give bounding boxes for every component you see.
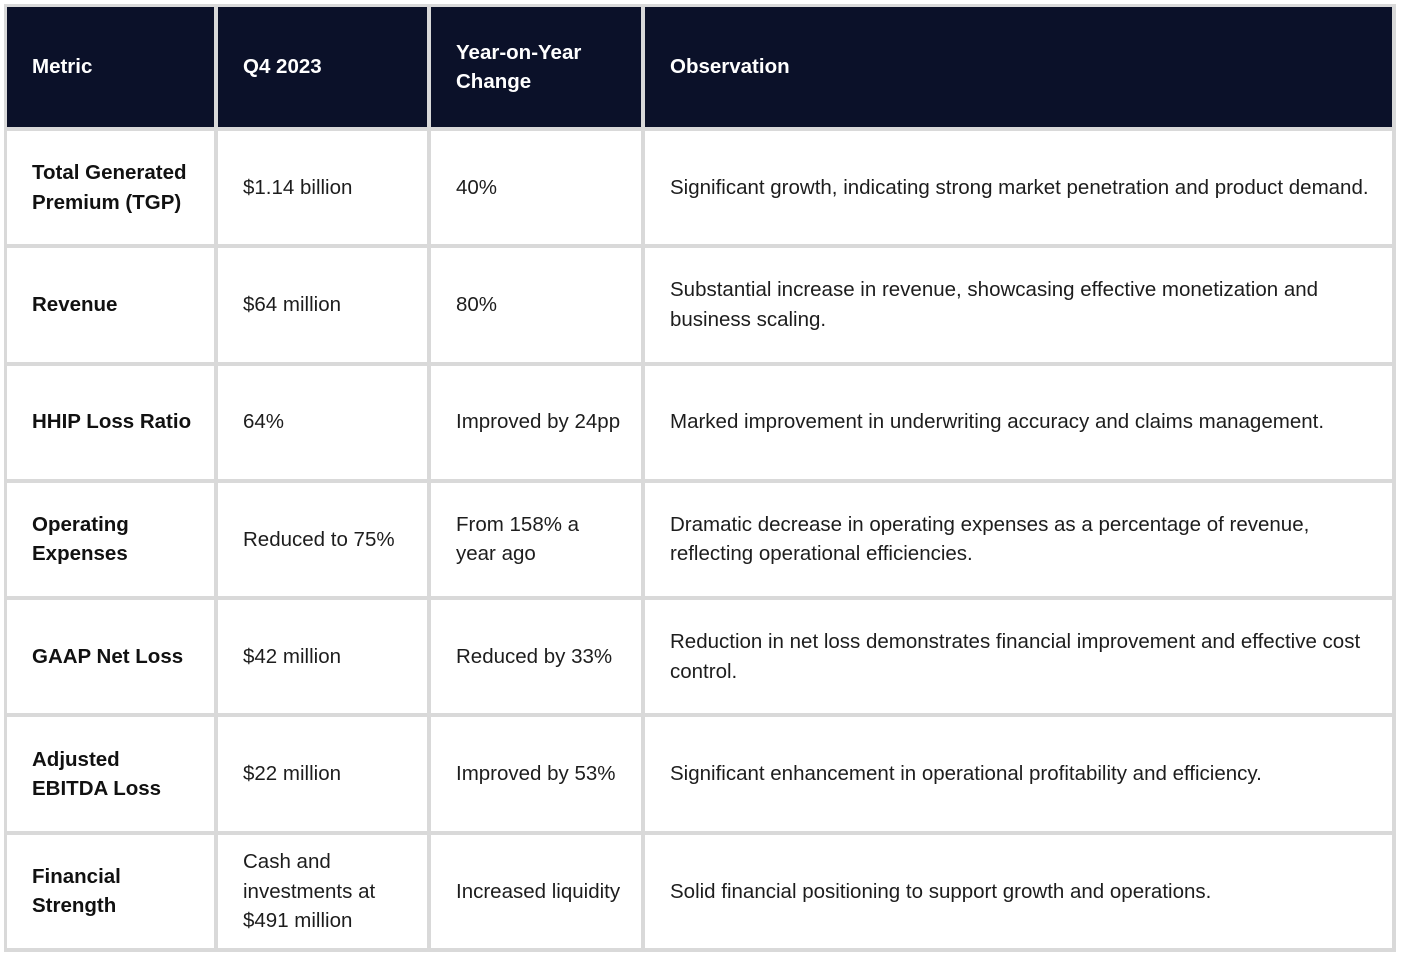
metric-cell: Adjusted EBITDA Loss	[4, 717, 218, 835]
table-header: Metric Q4 2023 Year-on-Year Change Obser…	[4, 4, 1396, 131]
q4-value-cell: $22 million	[218, 717, 431, 835]
yoy-change-cell: Increased liquidity	[431, 834, 645, 952]
q4-value-cell: $64 million	[218, 248, 431, 366]
table-body: Total Generated Premium (TGP) $1.14 bill…	[4, 131, 1396, 952]
header-q4-2023: Q4 2023	[218, 4, 431, 131]
q4-value-cell: $1.14 billion	[218, 131, 431, 249]
yoy-change-cell: Reduced by 33%	[431, 600, 645, 718]
table-row: Operating Expenses Reduced to 75% From 1…	[4, 482, 1396, 601]
yoy-change-cell: From 158% a year ago	[431, 482, 645, 601]
observation-cell: Significant enhancement in operational p…	[645, 717, 1396, 835]
metric-cell: Total Generated Premium (TGP)	[4, 131, 218, 249]
table-row: HHIP Loss Ratio 64% Improved by 24pp Mar…	[4, 365, 1396, 483]
observation-cell: Reduction in net loss demonstrates finan…	[645, 600, 1396, 718]
yoy-change-cell: 40%	[431, 131, 645, 249]
header-observation: Observation	[645, 4, 1396, 131]
observation-cell: Solid financial positioning to support g…	[645, 834, 1396, 952]
observation-cell: Dramatic decrease in operating expenses …	[645, 482, 1396, 601]
table-row: GAAP Net Loss $42 million Reduced by 33%…	[4, 600, 1396, 718]
observation-cell: Marked improvement in underwriting accur…	[645, 365, 1396, 483]
metrics-table-container: Metric Q4 2023 Year-on-Year Change Obser…	[4, 4, 1396, 952]
header-yoy-change: Year-on-Year Change	[431, 4, 645, 131]
q4-value-cell: 64%	[218, 365, 431, 483]
yoy-change-cell: Improved by 53%	[431, 717, 645, 835]
yoy-change-cell: 80%	[431, 248, 645, 366]
metrics-table: Metric Q4 2023 Year-on-Year Change Obser…	[4, 4, 1396, 952]
table-row: Revenue $64 million 80% Substantial incr…	[4, 248, 1396, 366]
metric-cell: HHIP Loss Ratio	[4, 365, 218, 483]
metric-cell: Revenue	[4, 248, 218, 366]
q4-value-cell: Cash and investments at $491 million	[218, 834, 431, 952]
metric-cell: GAAP Net Loss	[4, 600, 218, 718]
header-metric: Metric	[4, 4, 218, 131]
table-row: Total Generated Premium (TGP) $1.14 bill…	[4, 131, 1396, 249]
observation-cell: Substantial increase in revenue, showcas…	[645, 248, 1396, 366]
table-row: Financial Strength Cash and investments …	[4, 834, 1396, 952]
q4-value-cell: $42 million	[218, 600, 431, 718]
metric-cell: Operating Expenses	[4, 482, 218, 601]
yoy-change-cell: Improved by 24pp	[431, 365, 645, 483]
metric-cell: Financial Strength	[4, 834, 218, 952]
observation-cell: Significant growth, indicating strong ma…	[645, 131, 1396, 249]
header-row: Metric Q4 2023 Year-on-Year Change Obser…	[4, 4, 1396, 131]
q4-value-cell: Reduced to 75%	[218, 482, 431, 601]
table-row: Adjusted EBITDA Loss $22 million Improve…	[4, 717, 1396, 835]
